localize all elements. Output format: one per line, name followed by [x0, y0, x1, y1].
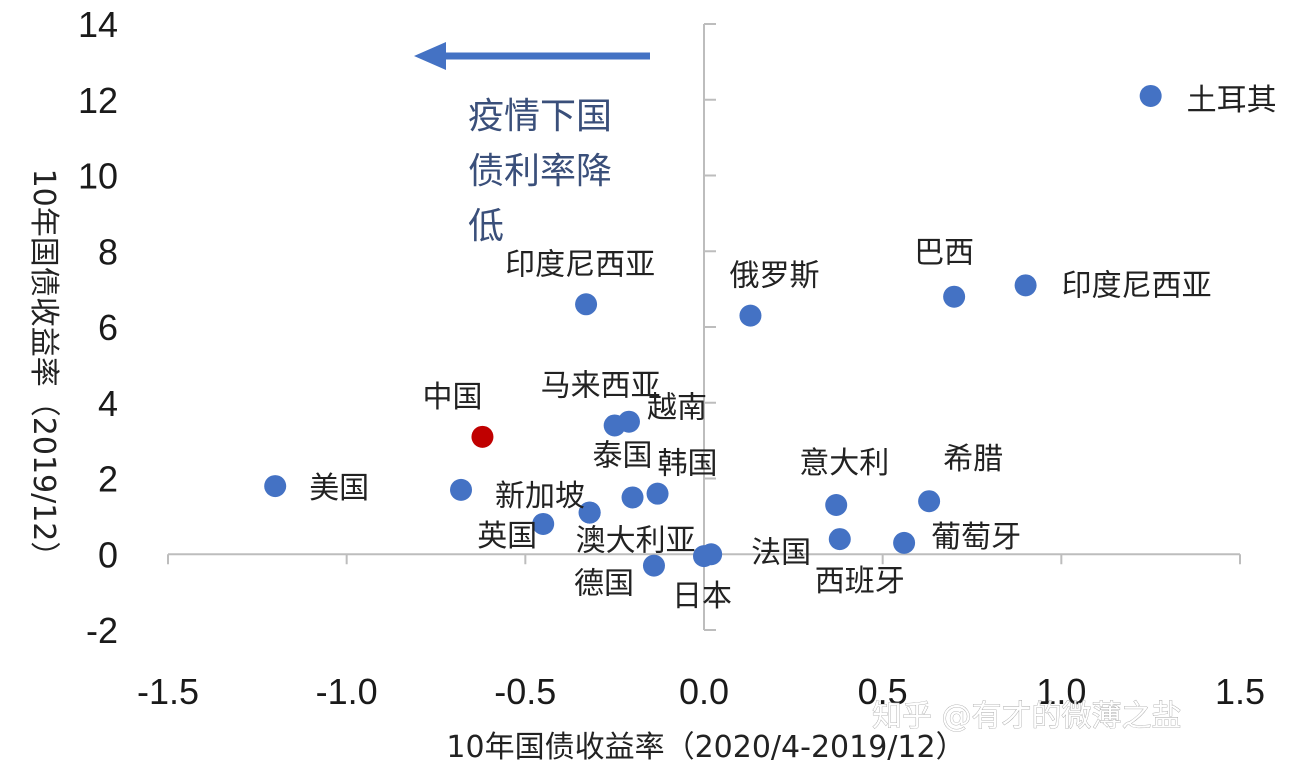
x-tick-label: 0.5 — [858, 671, 908, 712]
point-label: 法国 — [751, 535, 811, 570]
y-tick-label: 8 — [98, 231, 118, 272]
point-label: 意大利 — [799, 446, 889, 481]
data-point — [739, 304, 762, 327]
data-point — [621, 486, 644, 509]
point-label: 俄罗斯 — [729, 259, 819, 294]
data-points — [264, 84, 1162, 577]
point-label: 美国 — [309, 471, 369, 506]
point-label: 中国 — [422, 380, 482, 415]
y-tick-label: 2 — [98, 459, 118, 500]
x-tick-label: -1.5 — [137, 671, 199, 712]
point-label: 印度尼西亚 — [505, 247, 655, 282]
x-tick-label: -0.5 — [494, 671, 556, 712]
y-axis-ticks: -2 0 2 4 6 8 10 12 14 — [78, 4, 716, 651]
point-label: 马来西亚 — [541, 368, 661, 403]
data-point — [617, 410, 640, 433]
x-axis-title: 10年国债收益率（2020/4-2019/12） — [446, 730, 965, 765]
data-point — [450, 478, 473, 501]
annotation-line-1: 疫情下国 — [468, 96, 612, 137]
point-label: 巴西 — [914, 236, 974, 271]
point-label: 希腊 — [943, 442, 1003, 477]
x-tick-label: -1.0 — [316, 671, 378, 712]
data-point — [471, 425, 494, 448]
data-point — [264, 475, 287, 498]
data-point — [700, 543, 723, 566]
data-point — [1139, 84, 1162, 107]
x-tick-label: 1.5 — [1215, 671, 1265, 712]
y-tick-label: 14 — [78, 4, 118, 45]
data-point — [918, 490, 941, 513]
y-tick-label: -2 — [86, 610, 118, 651]
axes: -1.5 -1.0 -0.5 0.0 0.5 1.0 1.5 -2 0 2 4 6 8 10 12 14 — [78, 4, 1265, 712]
annotation-line-3: 低 — [468, 206, 504, 247]
point-label: 泰国 — [593, 438, 653, 473]
point-label: 澳大利亚 — [576, 524, 696, 559]
y-tick-label: 0 — [98, 534, 118, 575]
annotation-line-2: 债利率降 — [468, 151, 612, 192]
point-label: 德国 — [574, 567, 634, 602]
data-point — [1014, 274, 1037, 297]
point-label: 韩国 — [658, 447, 718, 482]
data-point — [642, 554, 665, 577]
point-label: 土耳其 — [1187, 83, 1277, 118]
y-axis-title: 10年国债收益率（2019/12） — [26, 169, 61, 572]
point-label: 日本 — [672, 579, 732, 614]
point-label: 越南 — [647, 391, 707, 426]
point-label: 葡萄牙 — [931, 520, 1021, 555]
data-point — [575, 293, 598, 316]
annotation-group: 疫情下国 债利率降 低 — [414, 42, 650, 247]
point-label: 印度尼西亚 — [1062, 268, 1212, 303]
data-point — [943, 285, 966, 308]
data-point — [578, 501, 601, 524]
x-tick-label: 0.0 — [679, 671, 729, 712]
point-label: 新加坡 — [495, 479, 585, 514]
watermark: 知乎 @有才的微薄之盐 — [872, 699, 1182, 734]
data-point — [828, 528, 851, 551]
y-tick-label: 6 — [98, 307, 118, 348]
y-tick-label: 4 — [98, 383, 118, 424]
x-tick-label: 1.0 — [1036, 671, 1086, 712]
data-point — [646, 482, 669, 505]
point-label: 英国 — [477, 519, 537, 554]
data-point — [825, 494, 848, 517]
data-point — [532, 512, 555, 535]
left-arrow-icon — [414, 42, 446, 70]
y-tick-label: 12 — [78, 80, 118, 121]
x-axis-ticks: -1.5 -1.0 -0.5 0.0 0.5 1.0 1.5 — [137, 554, 1265, 712]
data-point — [893, 531, 916, 554]
point-label: 西班牙 — [815, 564, 905, 599]
y-tick-label: 10 — [78, 156, 118, 197]
